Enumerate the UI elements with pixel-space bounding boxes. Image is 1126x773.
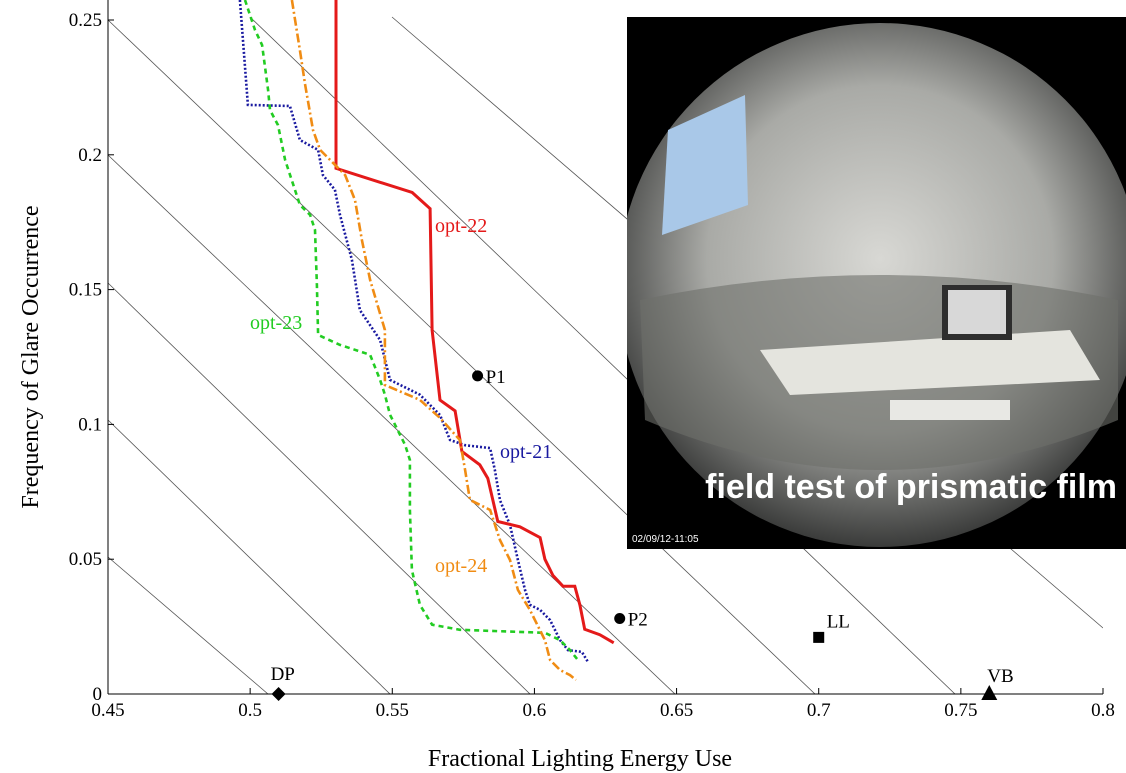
inset-timestamp: 02/09/12-11:05: [632, 534, 699, 545]
point-marker: [614, 613, 626, 625]
inset-caption: field test of prismatic film: [705, 468, 1117, 506]
inset-photo: [627, 17, 1126, 549]
x-tick-label: 0.7: [807, 700, 831, 721]
x-tick-label: 0.55: [376, 700, 409, 721]
y-tick-label: 0.1: [78, 414, 102, 435]
point-marker: [813, 631, 825, 643]
plot-area: [238, 0, 615, 682]
x-axis-title: Fractional Lighting Energy Use: [428, 746, 732, 772]
series-line: [334, 0, 615, 645]
x-tick-label: 0.45: [91, 700, 124, 721]
series-label: opt-24: [435, 555, 487, 577]
series-label: opt-22: [435, 215, 487, 237]
x-tick-label: 0.8: [1091, 700, 1115, 721]
point-label: LL: [827, 611, 850, 632]
x-tick-label: 0.5: [238, 700, 262, 721]
series-line: [238, 0, 590, 663]
x-tick-label: 0.65: [660, 700, 693, 721]
y-tick-label: 0: [93, 684, 103, 705]
point-marker: [472, 370, 484, 382]
point-marker: [271, 687, 286, 701]
x-tick-label: 0.75: [944, 700, 977, 721]
point-marker: [981, 685, 998, 700]
y-tick-label: 0.2: [78, 145, 102, 166]
series-line: [243, 0, 579, 661]
series-label: opt-23: [250, 312, 302, 334]
point-label: VB: [987, 666, 1013, 687]
point-label: DP: [271, 664, 295, 685]
y-tick-label: 0.05: [69, 549, 102, 570]
y-axis-title: Frequency of Glare Occurrence: [18, 205, 44, 508]
series-line: [290, 0, 577, 682]
y-tick-label: 0.25: [69, 10, 102, 31]
point-label: P2: [628, 610, 648, 631]
x-tick-label: 0.6: [523, 700, 547, 721]
series-label: opt-21: [500, 441, 552, 463]
point-label: P1: [486, 367, 506, 388]
series-group: [238, 0, 615, 682]
y-tick-label: 0.15: [69, 280, 102, 301]
